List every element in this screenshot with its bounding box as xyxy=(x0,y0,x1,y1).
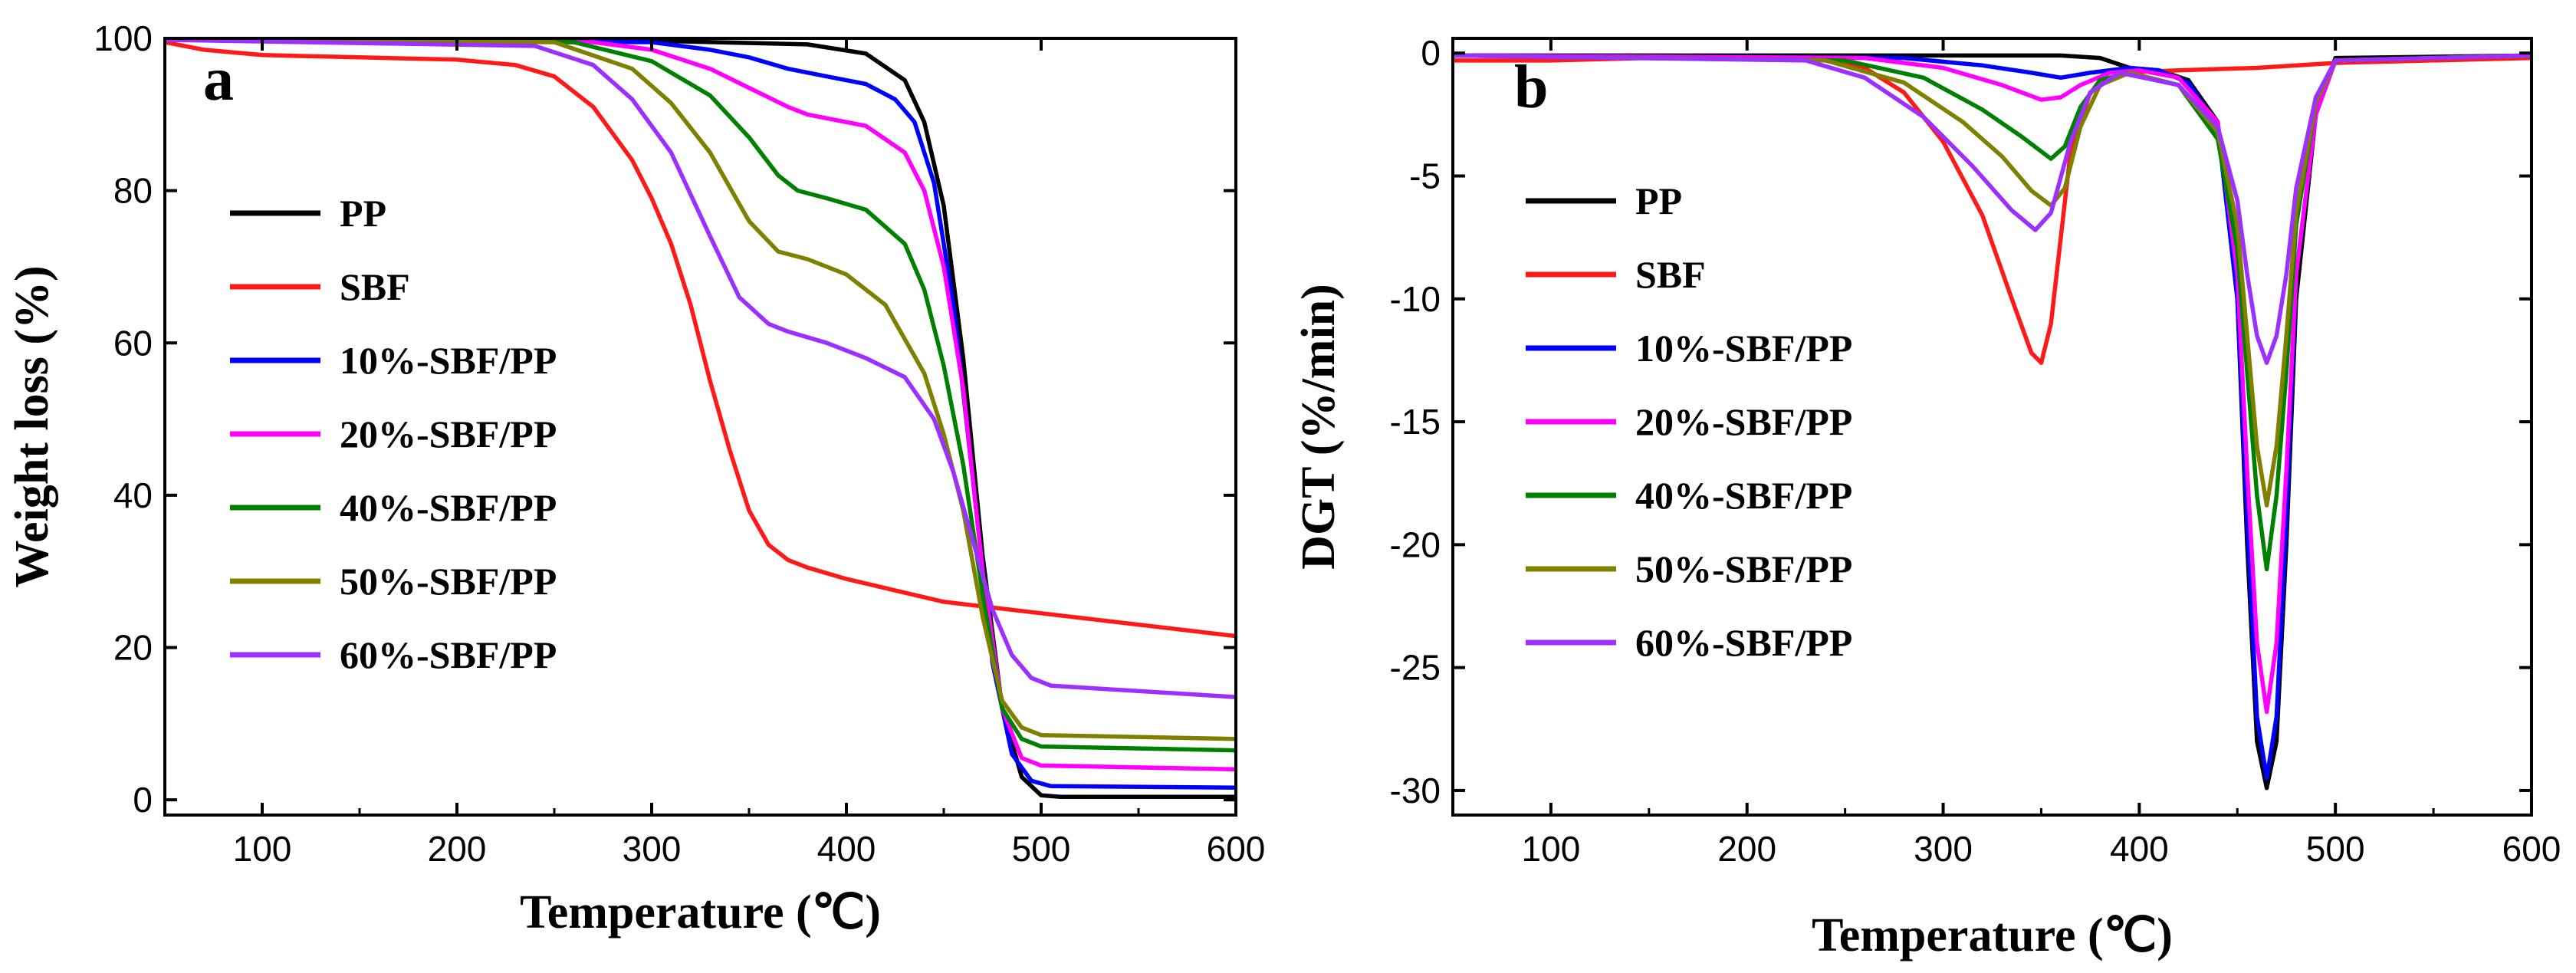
legend-entry: PP xyxy=(340,192,386,235)
legend: PP SBF 10%-SBF/PP 20%-SBF/PP 40%-SBF/PP 50%-S… xyxy=(230,192,557,676)
legend-entry: 10%-SBF/PP xyxy=(340,339,557,382)
series-line-60-sbf-pp xyxy=(1453,53,2532,365)
legend-entry: SBF xyxy=(1635,253,1706,296)
x-tick-label: 200 xyxy=(1717,829,1776,869)
x-axis-title: Temperature (℃) xyxy=(520,886,881,938)
plot-frame xyxy=(1451,37,2533,817)
x-axis-title: Temperature (℃) xyxy=(1812,909,2173,961)
series-line-50-sbf-pp xyxy=(165,38,1236,741)
legend-entry: 50%-SBF/PP xyxy=(340,560,557,603)
x-tick-label: 500 xyxy=(1012,829,1071,869)
legend-entry: 40%-SBF/PP xyxy=(340,486,557,529)
y-tick-label: -10 xyxy=(1390,279,1441,319)
legend-entry: SBF xyxy=(340,265,410,308)
series-lines xyxy=(1453,53,2532,791)
series-lines xyxy=(165,38,1236,799)
y-tick-label: -5 xyxy=(1409,156,1441,196)
series-line-40-sbf-pp xyxy=(165,38,1236,753)
chart-panel-b: 100 200 300 400 500 600 0 -5 -10 -15 -20 -25 -30 Temp… xyxy=(1293,33,2561,961)
series-line-sbf xyxy=(165,40,1236,639)
series-line-sbf xyxy=(1453,55,2532,365)
y-tick-label: 40 xyxy=(113,475,153,515)
x-tick-label: 200 xyxy=(428,829,487,869)
y-axis-title: DGT (%/min) xyxy=(1293,284,1345,570)
y-tick-label: -15 xyxy=(1390,402,1441,442)
x-tick-label: 100 xyxy=(233,829,292,869)
y-tick-label: -20 xyxy=(1390,524,1441,564)
series-line-50-sbf-pp xyxy=(1453,53,2532,508)
legend-entry: 50%-SBF/PP xyxy=(1635,547,1852,590)
y-axis-title: Weight loss (%) xyxy=(6,265,58,587)
series-line-20-sbf-pp xyxy=(1453,53,2532,715)
legend-entry: 60%-SBF/PP xyxy=(340,633,557,676)
y-tick-label: 100 xyxy=(94,18,153,58)
series-line-20-sbf-pp xyxy=(165,38,1236,772)
legend-entry: 20%-SBF/PP xyxy=(1635,400,1852,443)
y-tick-label: 60 xyxy=(113,323,153,363)
panel-label: a xyxy=(203,46,234,113)
series-line-pp xyxy=(165,38,1236,799)
plot-frame xyxy=(163,37,1237,817)
legend-entry: 10%-SBF/PP xyxy=(1635,327,1852,370)
y-tick-label: -30 xyxy=(1390,771,1441,810)
series-line-10-sbf-pp xyxy=(165,38,1236,790)
panel-label: b xyxy=(1514,54,1549,121)
legend: PP SBF 10%-SBF/PP 20%-SBF/PP 40%-SBF/PP 50%-S… xyxy=(1526,179,1852,664)
x-tick-label: 600 xyxy=(2502,829,2561,869)
x-tick-label: 500 xyxy=(2306,829,2365,869)
x-tick-label: 100 xyxy=(1522,829,1581,869)
x-tick-label: 400 xyxy=(817,829,876,869)
legend-entry: 40%-SBF/PP xyxy=(1635,474,1852,517)
y-tick-label: 0 xyxy=(133,780,153,820)
y-tick-label: -25 xyxy=(1390,648,1441,688)
x-tick-label: 300 xyxy=(1914,829,1973,869)
chart-panel-a: 100 200 300 400 500 600 0 20 40 60 80 100 Temperatur… xyxy=(6,18,1265,938)
x-tick-label: 600 xyxy=(1207,829,1266,869)
x-tick-label: 300 xyxy=(623,829,682,869)
y-tick-label: 0 xyxy=(1421,33,1441,73)
legend-entry: PP xyxy=(1635,179,1682,222)
series-line-40-sbf-pp xyxy=(1453,53,2532,572)
x-tick-label: 400 xyxy=(2110,829,2169,869)
legend-entry: 60%-SBF/PP xyxy=(1635,621,1852,664)
series-line-10-sbf-pp xyxy=(1453,53,2532,781)
legend-entry: 20%-SBF/PP xyxy=(340,413,557,455)
y-tick-label: 20 xyxy=(113,628,153,668)
series-line-60-sbf-pp xyxy=(165,38,1236,699)
y-tick-label: 80 xyxy=(113,171,153,211)
